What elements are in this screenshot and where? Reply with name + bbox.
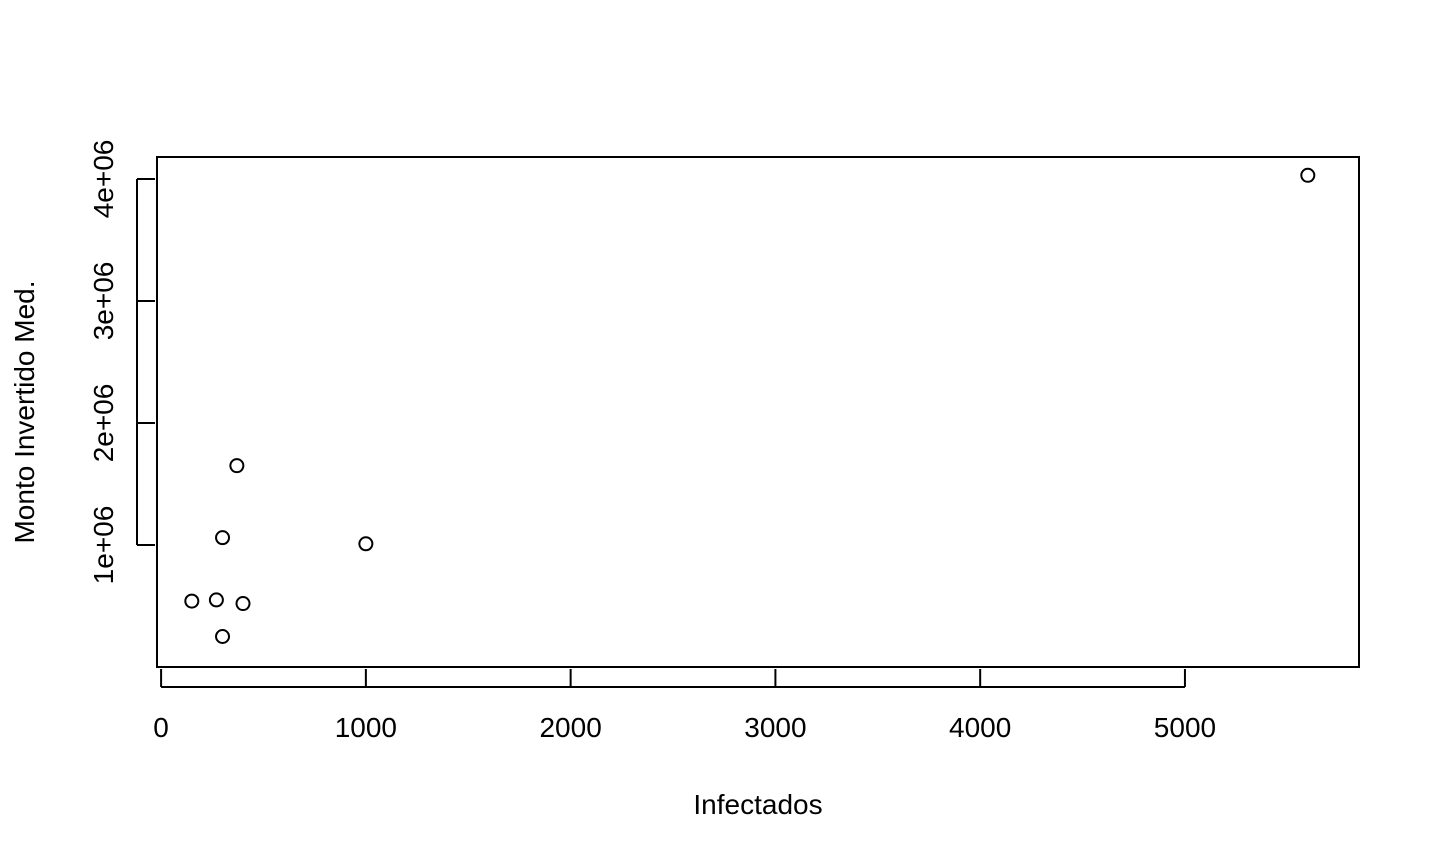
data-point xyxy=(215,530,231,546)
x-tick-label: 1000 xyxy=(335,712,397,743)
x-tick-label: 2000 xyxy=(539,712,601,743)
y-tick-label: 2e+06 xyxy=(88,384,119,463)
y-tick-label: 4e+06 xyxy=(88,140,119,219)
data-point xyxy=(1300,167,1316,183)
data-point xyxy=(215,628,231,644)
x-tick-label: 3000 xyxy=(744,712,806,743)
data-point xyxy=(208,592,224,608)
data-point xyxy=(235,596,251,612)
plot-frame xyxy=(156,156,1360,668)
data-point xyxy=(184,593,200,609)
y-tick-label: 1e+06 xyxy=(88,506,119,585)
data-points xyxy=(184,167,1316,644)
x-axis-label: Infectados xyxy=(693,789,822,820)
x-tick-label: 0 xyxy=(153,712,169,743)
y-axis: 1e+06 2e+06 3e+06 4e+06 xyxy=(88,140,155,585)
x-axis: 0 1000 2000 3000 4000 5000 xyxy=(153,669,1216,743)
y-tick-label: 3e+06 xyxy=(88,262,119,341)
y-axis-label: Monto Invertido Med. xyxy=(9,280,40,543)
data-point xyxy=(358,536,374,552)
data-point xyxy=(229,458,245,474)
x-tick-label: 5000 xyxy=(1154,712,1216,743)
x-tick-label: 4000 xyxy=(949,712,1011,743)
